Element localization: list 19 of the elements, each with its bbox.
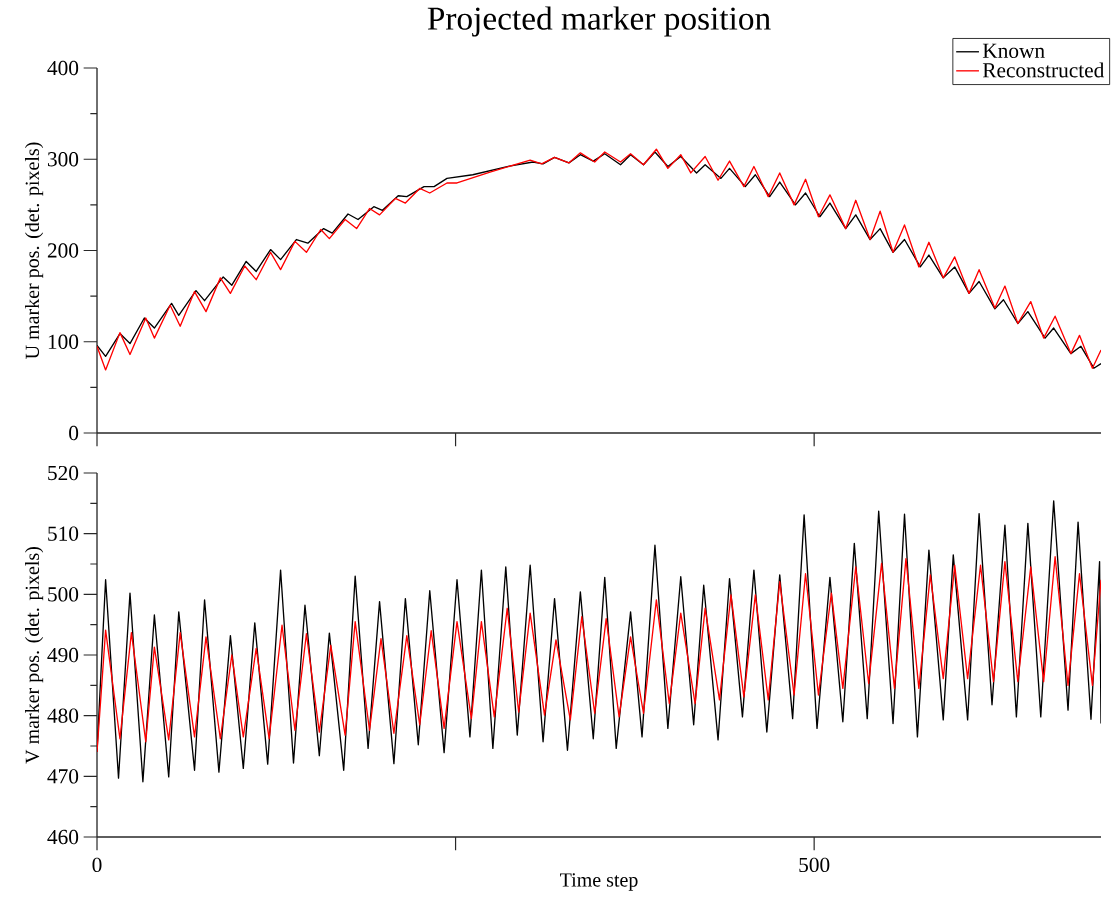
y-tick-label: 460 — [47, 829, 79, 845]
y-tick-label: 400 — [47, 60, 79, 76]
y-tick-label: 500 — [48, 587, 79, 602]
legend-label: Reconstructed — [982, 62, 1105, 78]
y-tick-label: 520 — [48, 465, 79, 481]
y-tick-label: 0 — [69, 425, 79, 441]
y-tick-label: 480 — [47, 708, 79, 723]
x-axis-title: Time step — [560, 873, 638, 891]
y-axis-title: U marker pos. (det. pixels) — [25, 142, 44, 359]
y-tick-label: 300 — [47, 152, 79, 167]
y-tick-label: 100 — [48, 334, 79, 349]
legend-label: Known — [982, 43, 1045, 58]
y-tick-label: 510 — [48, 526, 79, 541]
y-tick-label: 490 — [47, 647, 79, 663]
y-tick-label: 470 — [47, 769, 79, 784]
y-tick-label: 200 — [47, 243, 79, 258]
chart-title: Projected marker position — [427, 6, 771, 37]
line-series — [97, 500, 1102, 783]
y-axis-title: V marker pos. (det. pixels) — [25, 547, 44, 764]
